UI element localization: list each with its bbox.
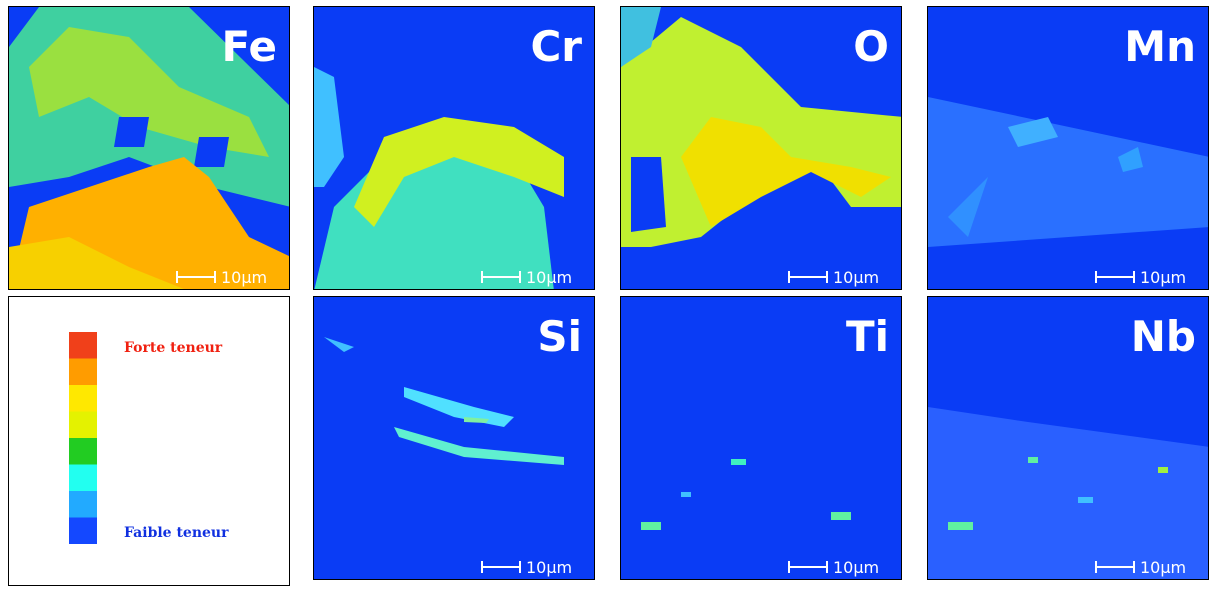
- scale-label: 10μm: [1140, 268, 1186, 287]
- legend: Forte teneur Faible teneur: [69, 332, 229, 544]
- legend-swatch: [69, 517, 97, 544]
- map-region: [404, 387, 514, 427]
- map-region: [948, 177, 988, 237]
- map-region: [681, 117, 891, 227]
- element-label: Mn: [1124, 22, 1196, 71]
- scale-label: 10μm: [833, 558, 879, 577]
- legend-swatch: [69, 438, 97, 465]
- legend-swatch: [69, 358, 97, 385]
- legend-swatch: [69, 411, 97, 438]
- map: Si 10μm: [324, 312, 582, 577]
- scale-label: 10μm: [526, 268, 572, 287]
- element-map: Nb 10μm: [927, 296, 1209, 580]
- map: Fe 10μm: [9, 7, 289, 289]
- element-label: Ti: [846, 312, 889, 361]
- element-map: O 10μm: [620, 6, 902, 290]
- map-region: [731, 459, 746, 465]
- map-region: [114, 117, 149, 147]
- map: Ti 10μm: [641, 312, 889, 577]
- page: Forte teneur Faible teneur (() => { cons…: [8, 6, 1209, 586]
- scale-label: 10μm: [1140, 558, 1186, 577]
- legend-panel: Forte teneur Faible teneur: [8, 296, 290, 586]
- legend-low: Faible teneur: [124, 525, 229, 541]
- legend-swatch: [69, 491, 97, 518]
- map-region: [29, 27, 269, 157]
- map-region: [948, 522, 973, 530]
- map-region: [1118, 147, 1143, 172]
- map-region: [621, 7, 661, 67]
- legend-swatch: [69, 464, 97, 491]
- legend-swatch: [69, 332, 97, 359]
- element-label: Si: [537, 312, 582, 361]
- map-region: [1158, 467, 1168, 473]
- legend-swatch: [69, 385, 97, 412]
- legend-high: Forte teneur: [124, 340, 223, 356]
- map: Mn 10μm: [928, 22, 1208, 287]
- map-region: [681, 492, 691, 497]
- scale-label: 10μm: [526, 558, 572, 577]
- map: Cr 10μm: [314, 22, 582, 289]
- map-region: [831, 512, 851, 520]
- element-label: Fe: [222, 22, 277, 71]
- element-label: O: [853, 22, 889, 71]
- element-map: Mn 10μm: [927, 6, 1209, 290]
- map-region: [194, 137, 229, 167]
- map-region: [631, 157, 666, 232]
- map: Nb 10μm: [928, 312, 1208, 579]
- map-region: [9, 237, 184, 289]
- map-region: [464, 417, 489, 423]
- map-region: [1078, 497, 1093, 503]
- map-region: [1008, 117, 1058, 147]
- map-region: [1028, 457, 1038, 463]
- map-region: [928, 407, 1208, 579]
- scale-label: 10μm: [833, 268, 879, 287]
- element-label: Cr: [530, 22, 582, 71]
- element-map: Ti 10μm: [620, 296, 902, 580]
- element-map: Fe 10μm: [8, 6, 290, 290]
- map-region: [354, 117, 564, 227]
- map-region: [641, 522, 661, 530]
- map-region: [394, 427, 564, 465]
- element-map: Cr 10μm: [313, 6, 595, 290]
- map-region: [928, 97, 1208, 247]
- map-region: [324, 337, 354, 352]
- element-map: Si 10μm: [313, 296, 595, 580]
- scale-label: 10μm: [221, 268, 267, 287]
- map-region: [314, 67, 344, 187]
- element-label: Nb: [1131, 312, 1196, 361]
- map: O 10μm: [621, 7, 901, 287]
